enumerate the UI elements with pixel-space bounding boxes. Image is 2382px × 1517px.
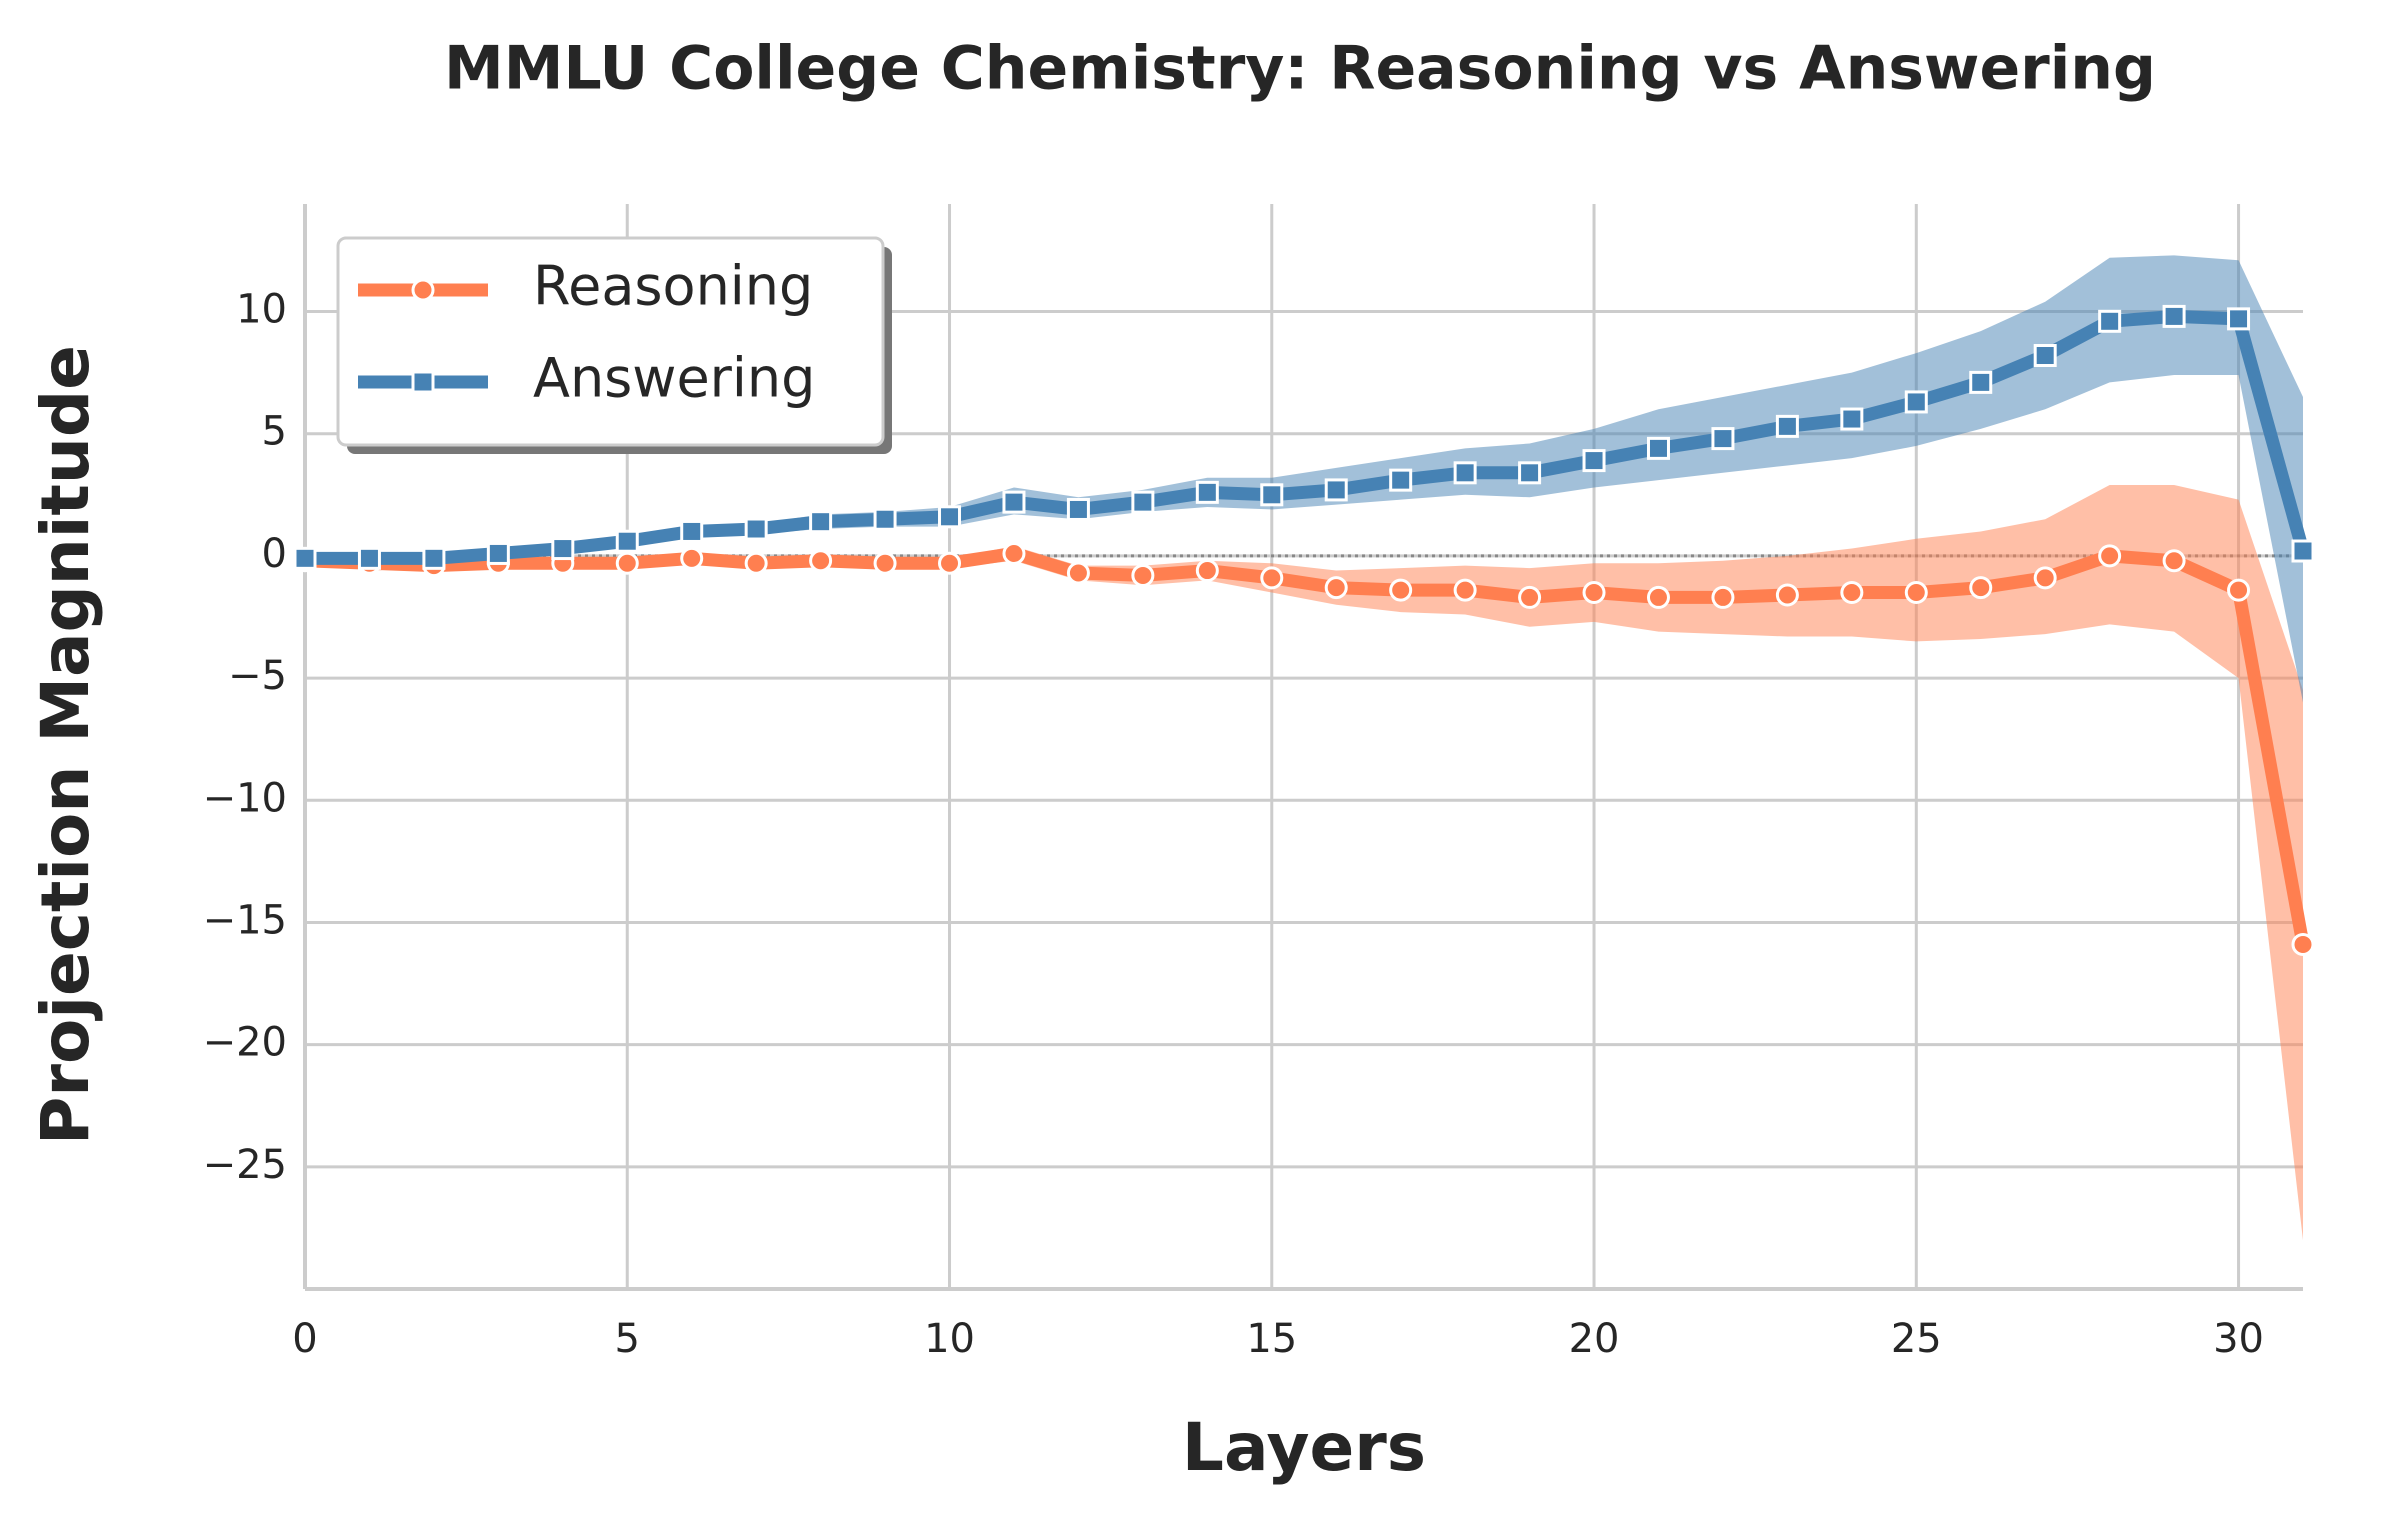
marker — [1840, 407, 1864, 431]
confidence-band — [305, 485, 2303, 1241]
marker — [1324, 576, 1348, 600]
marker — [938, 551, 962, 575]
marker — [1260, 483, 1284, 507]
marker — [1195, 559, 1219, 583]
marker — [2098, 544, 2122, 568]
marker — [873, 551, 897, 575]
y-tick-label: 5 — [262, 409, 287, 455]
marker — [744, 551, 768, 575]
legend-label: Reasoning — [533, 255, 813, 318]
marker — [1002, 490, 1026, 514]
x-tick-label: 25 — [1891, 1316, 1942, 1362]
marker — [2033, 344, 2057, 368]
marker — [938, 505, 962, 529]
marker — [680, 546, 704, 570]
marker — [1711, 585, 1735, 609]
marker — [1775, 583, 1799, 607]
y-tick-label: −25 — [203, 1142, 287, 1188]
marker — [1711, 427, 1735, 451]
marker — [1518, 461, 1542, 485]
y-tick-label: −5 — [228, 653, 287, 699]
marker — [2227, 307, 2251, 331]
marker — [1453, 461, 1477, 485]
marker — [422, 546, 446, 570]
marker — [1582, 581, 1606, 605]
marker — [1840, 581, 1864, 605]
marker — [551, 537, 575, 561]
marker — [2291, 539, 2315, 563]
x-tick-label: 0 — [292, 1316, 317, 1362]
marker — [1453, 578, 1477, 602]
marker — [1066, 561, 1090, 585]
chart-title: MMLU College Chemistry: Reasoning vs Ans… — [444, 34, 2156, 104]
x-tick-label: 5 — [615, 1316, 640, 1362]
marker — [809, 549, 833, 573]
marker — [1969, 576, 1993, 600]
marker — [2162, 549, 2186, 573]
marker — [1904, 390, 1928, 414]
legend-marker — [411, 370, 435, 394]
marker — [357, 546, 381, 570]
confidence-band — [305, 255, 2303, 703]
marker — [2291, 932, 2315, 956]
marker — [1195, 480, 1219, 504]
marker — [615, 551, 639, 575]
y-tick-label: −10 — [203, 775, 287, 821]
marker — [1646, 436, 1670, 460]
marker — [2033, 566, 2057, 590]
y-axis-label: Projection Magnitude — [27, 345, 104, 1145]
marker — [486, 541, 510, 565]
marker — [1775, 414, 1799, 438]
y-tick-label: 0 — [262, 531, 287, 577]
x-axis-label: Layers — [1182, 1409, 1426, 1486]
marker — [615, 529, 639, 553]
x-tick-label: 15 — [1246, 1316, 1297, 1362]
marker — [1324, 478, 1348, 502]
marker — [1582, 449, 1606, 473]
x-tick-label: 30 — [2213, 1316, 2264, 1362]
marker — [2098, 309, 2122, 333]
marker — [1904, 581, 1928, 605]
marker — [1646, 585, 1670, 609]
marker — [1518, 585, 1542, 609]
marker — [1389, 468, 1413, 492]
legend-marker — [411, 278, 435, 302]
marker — [2162, 304, 2186, 328]
marker — [293, 546, 317, 570]
marker — [873, 507, 897, 531]
y-tick-label: −15 — [203, 897, 287, 943]
marker — [1131, 563, 1155, 587]
marker — [2227, 578, 2251, 602]
marker — [1969, 370, 1993, 394]
x-tick-label: 10 — [924, 1316, 975, 1362]
marker — [809, 510, 833, 534]
marker — [680, 519, 704, 543]
marker — [1389, 578, 1413, 602]
marker — [1260, 566, 1284, 590]
y-tick-label: 10 — [236, 287, 287, 333]
marker — [744, 517, 768, 541]
marker — [1131, 490, 1155, 514]
y-tick-label: −20 — [203, 1020, 287, 1066]
marker — [1066, 497, 1090, 521]
legend-label: Answering — [533, 347, 815, 410]
x-tick-label: 20 — [1569, 1316, 1620, 1362]
marker — [1002, 541, 1026, 565]
